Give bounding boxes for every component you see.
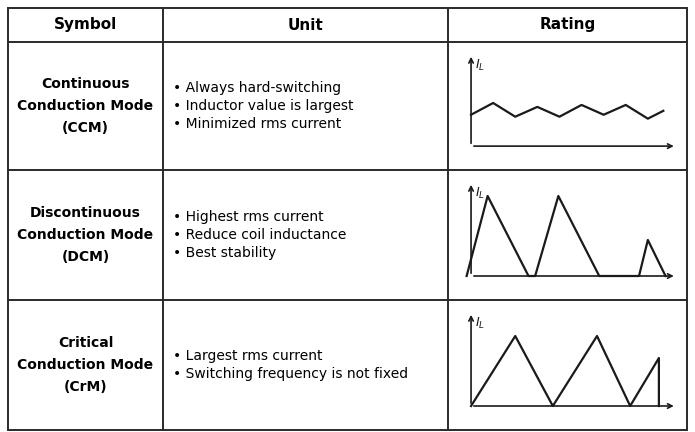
Text: • Switching frequency is not fixed: • Switching frequency is not fixed	[173, 367, 408, 381]
Text: • Largest rms current: • Largest rms current	[173, 349, 322, 363]
Text: • Always hard-switching: • Always hard-switching	[173, 81, 341, 95]
Text: $I_L$: $I_L$	[475, 316, 486, 331]
Text: Symbol: Symbol	[54, 18, 117, 32]
Text: $I_L$: $I_L$	[475, 186, 486, 201]
Text: Continuous
Conduction Mode
(CCM): Continuous Conduction Mode (CCM)	[17, 77, 154, 135]
Text: • Minimized rms current: • Minimized rms current	[173, 117, 341, 131]
Text: • Inductor value is largest: • Inductor value is largest	[173, 99, 354, 113]
Text: Rating: Rating	[539, 18, 596, 32]
Text: • Highest rms current: • Highest rms current	[173, 210, 324, 224]
Text: Discontinuous
Conduction Mode
(DCM): Discontinuous Conduction Mode (DCM)	[17, 206, 154, 264]
Text: • Best stability: • Best stability	[173, 246, 276, 260]
Text: • Reduce coil inductance: • Reduce coil inductance	[173, 228, 346, 242]
Text: $I_L$: $I_L$	[475, 58, 486, 73]
Text: Unit: Unit	[288, 18, 323, 32]
Text: Critical
Conduction Mode
(CrM): Critical Conduction Mode (CrM)	[17, 336, 154, 394]
